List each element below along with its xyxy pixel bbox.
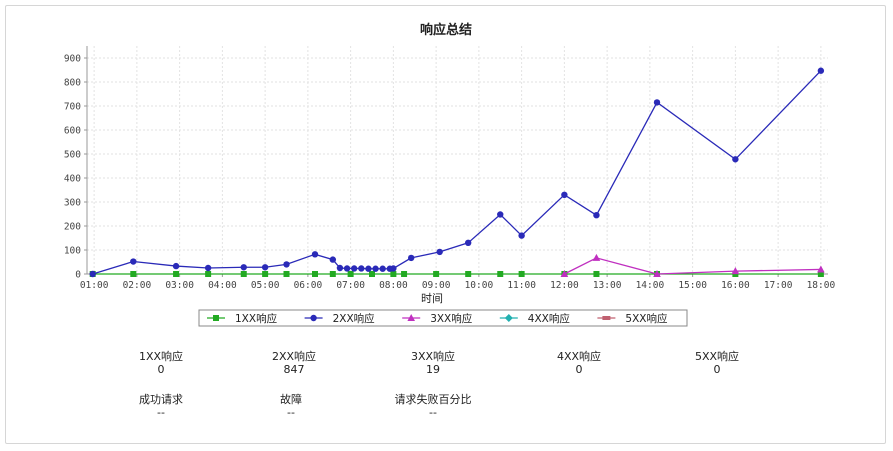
data-point [497, 211, 504, 218]
y-tick-label: 300 [64, 198, 81, 209]
y-tick-label: 0 [75, 270, 81, 281]
x-tick-label: 02:00 [123, 280, 152, 291]
data-point [329, 256, 337, 263]
data-point [350, 265, 358, 272]
data-point [372, 265, 379, 272]
data-point [653, 270, 661, 277]
data-point [817, 271, 824, 277]
data-point [560, 270, 569, 277]
legend-marker [602, 316, 611, 320]
data-point [518, 271, 525, 277]
y-tick-label: 500 [64, 150, 81, 161]
series-3XX响应 [560, 253, 825, 277]
data-point [283, 271, 290, 277]
data-point [336, 264, 344, 272]
data-point [817, 67, 825, 74]
data-point [465, 271, 472, 277]
data-point [390, 265, 397, 272]
data-point [311, 251, 319, 258]
data-point [732, 156, 739, 163]
chart-title: 响应总结 [420, 22, 472, 38]
x-tick-label: 17:00 [764, 280, 793, 291]
legend-marker [310, 314, 317, 322]
data-point [518, 232, 525, 239]
legend-label: 3XX响应 [430, 312, 473, 325]
x-tick-label: 01:00 [80, 280, 109, 291]
x-tick-label: 06:00 [294, 280, 323, 291]
x-tick-label: 08:00 [379, 280, 408, 291]
data-point [464, 239, 472, 246]
legend-marker [213, 315, 219, 321]
legend-label: 2XX响应 [333, 312, 376, 325]
data-point [130, 271, 137, 277]
series-line [92, 70, 822, 275]
x-tick-label: 07:00 [336, 280, 365, 291]
x-tick-label: 03:00 [165, 280, 194, 291]
data-point [593, 271, 600, 277]
data-point [379, 265, 386, 272]
data-point [312, 271, 318, 277]
data-point [817, 265, 825, 273]
x-tick-label: 16:00 [721, 280, 750, 291]
legend-box [198, 309, 688, 327]
data-point [561, 191, 568, 198]
x-tick-label: 18:00 [807, 280, 836, 291]
x-tick-label: 10:00 [465, 280, 494, 291]
data-point [130, 258, 137, 265]
data-point [173, 271, 180, 277]
legend-label: 4XX响应 [528, 312, 571, 325]
y-tick-label: 400 [64, 174, 81, 185]
data-point [240, 271, 247, 277]
y-tick-label: 800 [64, 78, 81, 89]
x-axis-label: 时间 [421, 292, 443, 305]
y-tick-label: 700 [64, 102, 81, 113]
data-point [592, 253, 601, 261]
data-point [329, 271, 336, 277]
y-tick-label: 200 [64, 222, 81, 233]
legend: 1XX响应 2XX响应 3XX响应 4XX响应 5XX响应 [198, 309, 688, 327]
data-point [283, 261, 290, 268]
legend-marker [504, 314, 513, 322]
x-tick-label: 04:00 [208, 280, 237, 291]
data-point [261, 264, 269, 271]
x-tick-label: 09:00 [422, 280, 451, 291]
x-tick-label: 14:00 [636, 280, 665, 291]
series-2XX响应 [89, 67, 825, 278]
x-tick-label: 13:00 [593, 280, 622, 291]
data-point [390, 271, 397, 277]
plot-area [87, 46, 828, 274]
x-tick-label: 12:00 [550, 280, 579, 291]
data-point [343, 265, 351, 272]
data-point [369, 271, 375, 277]
data-point [653, 99, 661, 106]
data-point [433, 271, 440, 277]
data-point [262, 271, 269, 277]
y-tick-label: 600 [64, 126, 81, 137]
data-point [407, 254, 415, 262]
x-tick-label: 05:00 [251, 280, 280, 291]
data-point [347, 271, 354, 277]
x-tick-label: 11:00 [507, 280, 536, 291]
legend-label: 1XX响应 [235, 312, 278, 325]
data-point [172, 262, 180, 270]
data-point [731, 267, 740, 275]
data-point [593, 212, 600, 219]
data-point [497, 271, 504, 277]
data-point [436, 248, 443, 256]
data-point [365, 265, 372, 272]
legend-marker [407, 314, 415, 321]
y-tick-label: 100 [64, 246, 81, 257]
data-point [205, 271, 212, 277]
data-point [204, 264, 212, 272]
legend-label: 5XX响应 [625, 312, 668, 325]
y-tick-label: 900 [64, 54, 81, 65]
data-point [240, 264, 247, 271]
data-point [358, 265, 365, 272]
data-point [401, 271, 408, 277]
x-tick-label: 15:00 [678, 280, 707, 291]
data-point [89, 270, 96, 278]
